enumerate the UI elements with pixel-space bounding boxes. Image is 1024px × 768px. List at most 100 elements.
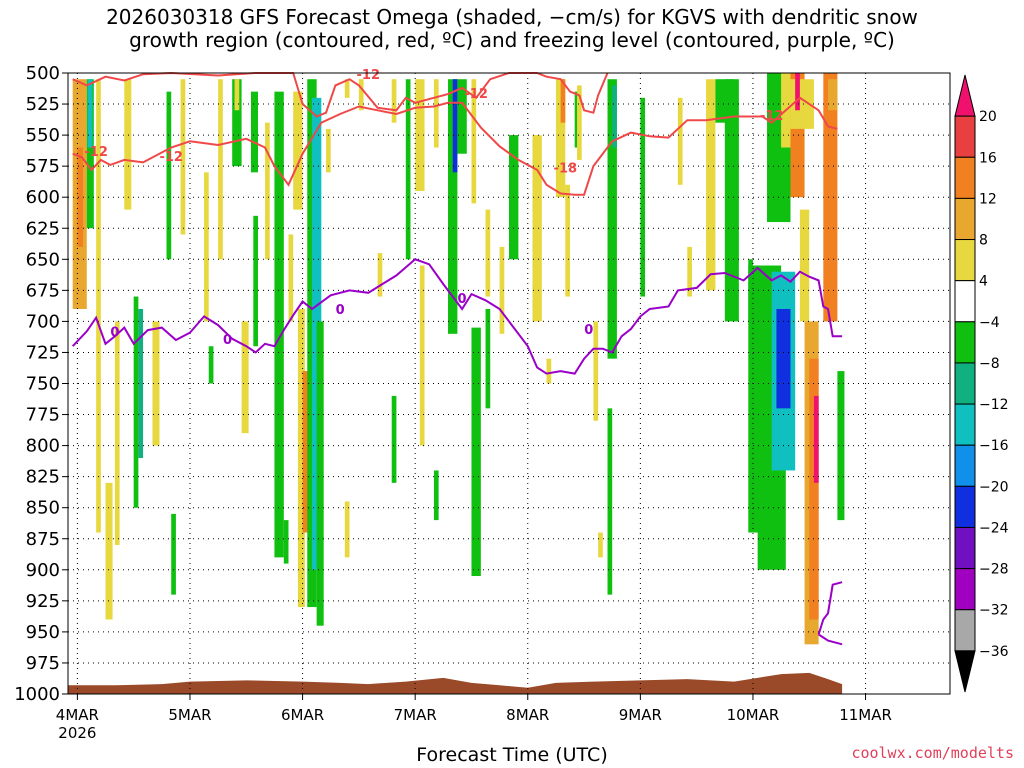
colorbar-label: 12 [979, 191, 997, 207]
omega-cell [96, 79, 101, 533]
omega-cell [499, 246, 505, 334]
credit-link[interactable]: coolwx.com/modelts [851, 744, 1014, 762]
omega-cell [87, 79, 93, 148]
freezing-level-label: 0 [110, 325, 119, 340]
colorbar-label: −20 [979, 479, 1009, 495]
omega-cell [316, 321, 324, 626]
colorbar-label: −8 [979, 356, 1000, 372]
colorbar-label: −4 [979, 315, 1000, 331]
omega-cell [265, 122, 270, 260]
omega-cell [823, 73, 838, 322]
omega-cell [232, 79, 242, 167]
colorbar-label: −24 [979, 520, 1009, 536]
dgz-contour-label: -12 [84, 145, 108, 160]
x-tick-label: 5MAR [168, 706, 211, 724]
omega-cell [419, 265, 425, 446]
colorbar-swatch [954, 197, 976, 241]
colorbar-swatch [954, 444, 976, 487]
omega-cell [204, 172, 209, 322]
omega-cell [253, 215, 259, 347]
omega-cell [138, 308, 144, 459]
omega-cell [532, 135, 542, 322]
y-tick-label: 600 [26, 187, 60, 208]
omega-cell [166, 91, 172, 260]
x-year-label: 2026 [58, 724, 96, 742]
omega-cell [377, 253, 383, 297]
colorbar-swatch [954, 485, 976, 528]
colorbar-label: 16 [979, 150, 997, 166]
omega-cell [171, 513, 176, 595]
y-tick-label: 1000 [14, 684, 60, 705]
freezing-level-label: 0 [584, 323, 593, 338]
dgz-contour-label: -12 [357, 68, 381, 83]
omega-cell [234, 79, 240, 111]
colorbar-swatch [954, 321, 976, 364]
omega-cell [452, 79, 458, 173]
y-tick-label: 925 [26, 591, 60, 612]
colorbar-label: 20 [979, 109, 997, 125]
x-tick-label: 11MAR [839, 706, 892, 724]
omega-cell [612, 85, 617, 148]
colorbar-swatch [954, 568, 976, 611]
x-axis: 4MAR 5MAR 6MAR 7MAR 8MAR 9MAR 10MAR 11MAR 2026 [56, 694, 892, 742]
omega-cell [433, 470, 439, 521]
omega-cell [457, 79, 467, 154]
x-tick-label: 9MAR [619, 706, 662, 724]
omega-cell [297, 308, 305, 608]
y-tick-label: 625 [26, 218, 60, 239]
x-axis-title: Forecast Time (UTC) [416, 744, 608, 766]
omega-cell [799, 209, 810, 322]
omega-cell [152, 321, 160, 446]
omega-cell [433, 79, 439, 148]
omega-cell [706, 79, 716, 291]
colorbar-swatch [954, 526, 976, 570]
colorbar-swatch [954, 74, 976, 117]
omega-cell [274, 91, 284, 558]
freezing-level-label: 0 [458, 292, 467, 307]
omega-cell [837, 371, 845, 521]
x-tick-label: 7MAR [394, 706, 437, 724]
dgz-upper-contour [72, 71, 609, 118]
y-tick-label: 675 [26, 280, 60, 301]
omega-cell [577, 85, 582, 160]
omega-cell [114, 321, 120, 545]
y-tick-label: 800 [26, 436, 60, 457]
freezing-level-contour [71, 258, 843, 375]
omega-cell [218, 79, 223, 260]
omega-cell [391, 79, 397, 123]
colorbar-label: −16 [979, 438, 1009, 454]
colorbar-swatch [954, 156, 976, 199]
y-tick-label: 500 [26, 63, 60, 84]
y-tick-label: 775 [26, 405, 60, 426]
colorbar-swatch [954, 403, 976, 446]
omega-cell [448, 79, 458, 334]
omega-cell [809, 358, 819, 620]
y-tick-label: 850 [26, 498, 60, 519]
freezing-level-label: 0 [223, 333, 232, 348]
dgz-contour-label: -12 [159, 150, 183, 165]
omega-cell [405, 79, 411, 260]
colorbar-swatch [954, 650, 976, 693]
omega-cell [326, 128, 331, 173]
y-tick-label: 525 [26, 94, 60, 115]
x-tick-label: 4MAR [56, 706, 99, 724]
y-tick-label: 575 [26, 156, 60, 177]
omega-cell [415, 79, 425, 191]
x-tick-label: 10MAR [727, 706, 780, 724]
omega-cell [485, 209, 491, 297]
omega-cell [302, 371, 310, 533]
y-tick-label: 975 [26, 653, 60, 674]
omega-cell [358, 79, 364, 111]
colorbar-label: 8 [979, 233, 988, 249]
terrain-fill [68, 672, 843, 694]
omega-cell [250, 91, 259, 173]
colorbar-label: −12 [979, 397, 1009, 413]
omega-cell [677, 97, 683, 185]
colorbar-label: −32 [979, 603, 1009, 619]
omega-cell [593, 321, 599, 421]
omega-cell [607, 408, 613, 595]
omega-cell [180, 79, 186, 235]
x-tick-label: 8MAR [506, 706, 549, 724]
x-tick-label: 6MAR [281, 706, 324, 724]
omega-cell [565, 184, 570, 297]
